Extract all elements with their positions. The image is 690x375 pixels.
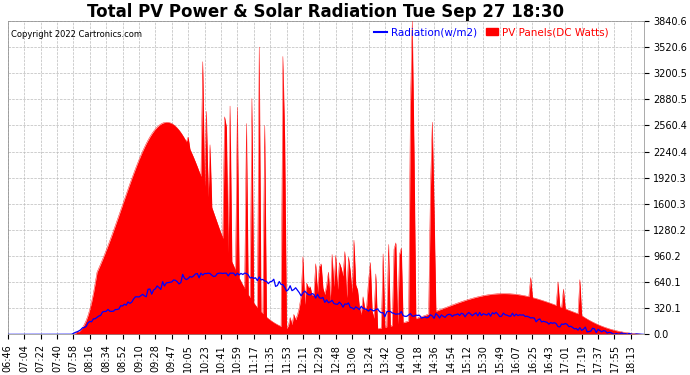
Legend: Radiation(w/m2), PV Panels(DC Watts): Radiation(w/m2), PV Panels(DC Watts) [371,23,613,41]
Text: Copyright 2022 Cartronics.com: Copyright 2022 Cartronics.com [11,30,142,39]
Title: Total PV Power & Solar Radiation Tue Sep 27 18:30: Total PV Power & Solar Radiation Tue Sep… [87,3,564,21]
